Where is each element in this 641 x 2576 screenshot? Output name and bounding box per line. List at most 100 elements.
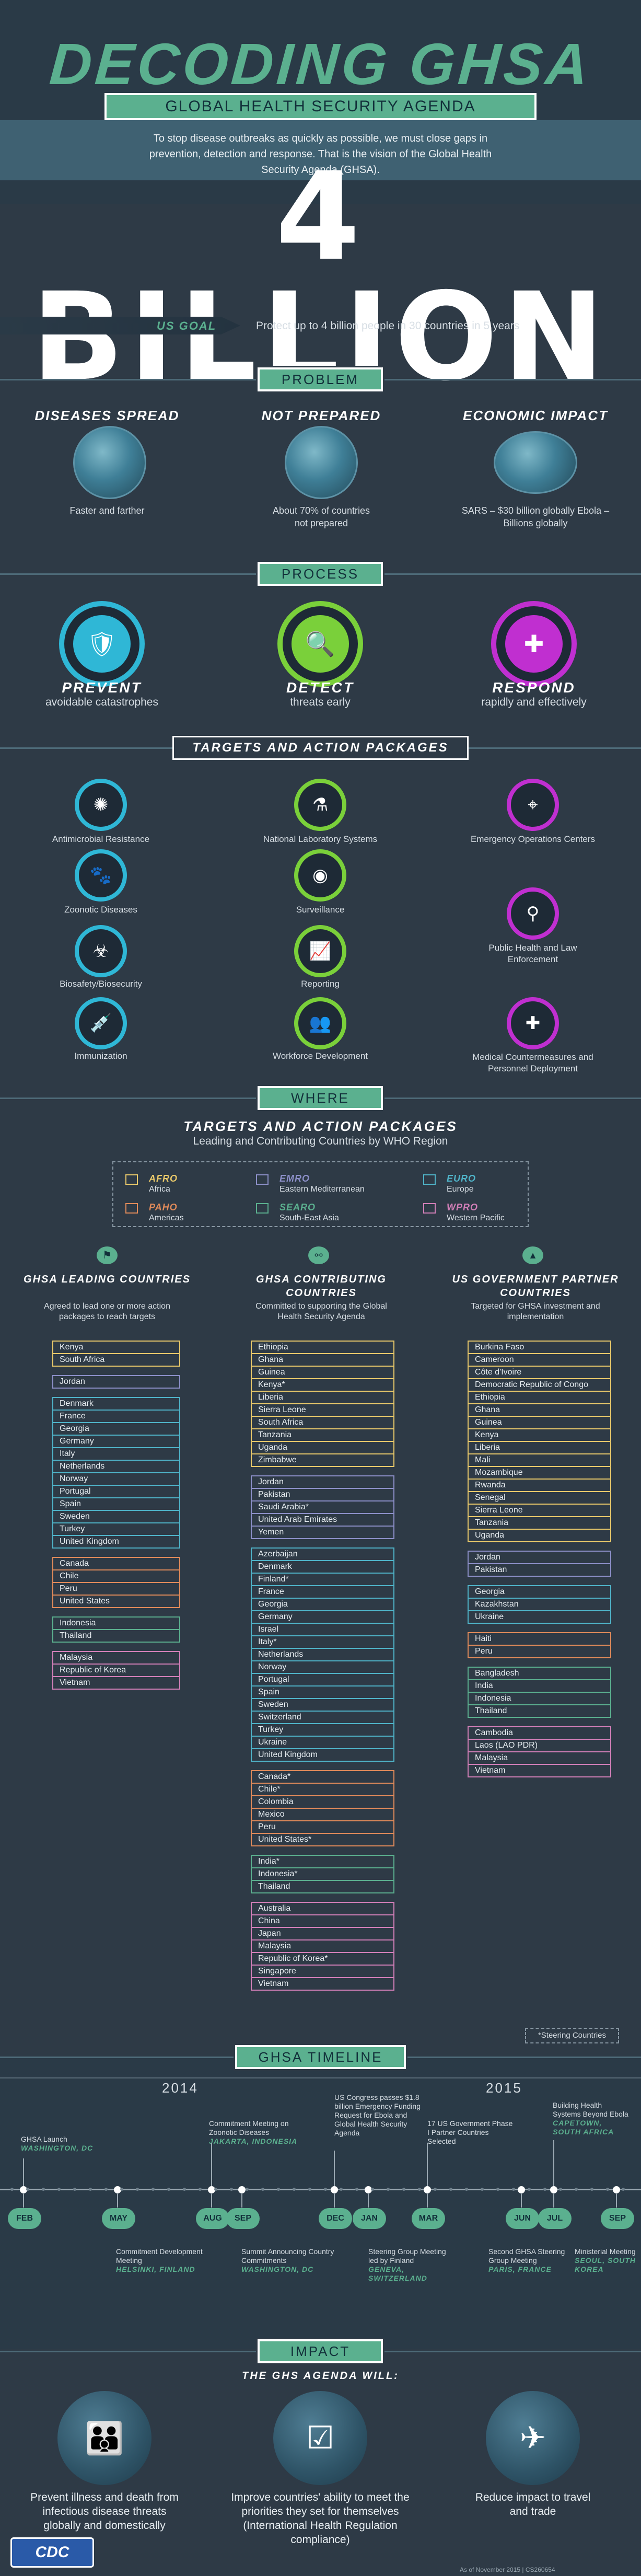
country-item: Kenya* xyxy=(252,1379,393,1392)
contributing-group: Canada* Chile* Colombia Mexico Peru United St… xyxy=(251,1770,394,1846)
country-item: United Kingdom xyxy=(60,1537,119,1546)
timeline-minor-dot xyxy=(261,2188,264,2191)
timeline-dot xyxy=(424,2186,431,2193)
where-heading: WHERE xyxy=(256,1084,384,1112)
syringe-icon: 💉 xyxy=(75,997,127,1049)
country-item: Indonesia xyxy=(53,1618,179,1630)
timeline-minor-dot xyxy=(387,2188,390,2191)
timeline-dot xyxy=(365,2186,372,2193)
timeline-tick xyxy=(521,2193,522,2208)
microscope-icon: ⚗ xyxy=(294,779,346,831)
country-item: Senegal xyxy=(469,1492,610,1505)
country-item: Guinea xyxy=(252,1367,393,1379)
country-item: United Arab Emirates xyxy=(252,1514,393,1527)
problem-text-1: Faster and farther xyxy=(69,505,145,516)
country-item: Netherlands xyxy=(252,1649,393,1661)
country-item: Vietnam xyxy=(258,1979,289,1988)
contributing-group: Azerbaijan Denmark Finland* France Georgia Ge… xyxy=(251,1547,394,1762)
event-location: SEOUL, SOUTH KOREA xyxy=(575,2256,636,2273)
timeline-tick xyxy=(23,2193,24,2208)
timeline-event-bottom: Commitment Development Meeting HELSINKI, … xyxy=(116,2247,215,2274)
country-item: Uganda xyxy=(252,1442,393,1454)
country-item: Finland* xyxy=(252,1574,393,1586)
timeline-minor-dot xyxy=(230,2188,233,2191)
problem-title-1: DISEASES SPREAD xyxy=(34,408,180,423)
timeline-event-top: US Congress passes $1.8 billion Emergenc… xyxy=(334,2093,423,2138)
event-location: PARIS, FRANCE xyxy=(488,2265,552,2273)
legend-swatch xyxy=(125,1174,138,1185)
event-connector xyxy=(23,2158,24,2186)
month-marker: AUG xyxy=(196,2208,229,2229)
month-marker: JAN xyxy=(353,2208,386,2229)
event-location: GENEVA, SWITZERLAND xyxy=(368,2265,427,2282)
leading-group: Jordan xyxy=(52,1375,180,1389)
timeline-event-top: Building Health Systems Beyond Ebola CAPE… xyxy=(553,2101,631,2136)
country-item: Italy* xyxy=(252,1636,393,1649)
timeline-minor-dot xyxy=(26,2188,29,2191)
country-item: Thailand xyxy=(475,1706,507,1715)
country-item: Chile* xyxy=(252,1784,393,1796)
chart-icon: 📈 xyxy=(294,925,346,977)
country-item: Italy xyxy=(53,1448,179,1461)
airplane-icon: ✈ xyxy=(486,2391,580,2485)
country-item: Sweden xyxy=(252,1699,393,1712)
country-item: Rwanda xyxy=(469,1480,610,1492)
target-label-1: Antimicrobial Resistance xyxy=(52,834,150,844)
legend-swatch xyxy=(423,1174,436,1185)
country-item: Peru xyxy=(475,1647,493,1656)
leading-group: Indonesia Thailand xyxy=(52,1616,180,1643)
country-item: Indonesia* xyxy=(252,1868,393,1881)
country-item: Sweden xyxy=(53,1511,179,1523)
timeline-minor-dot xyxy=(528,2188,531,2191)
country-item: Indonesia xyxy=(469,1693,610,1705)
country-item: Cambodia xyxy=(469,1727,610,1740)
target-label-11: Medical Countermeasures and Personnel De… xyxy=(472,1052,593,1073)
event-text: Steering Group Meeting led by Finland xyxy=(368,2247,446,2265)
country-item: Mexico xyxy=(252,1809,393,1821)
country-item: Liberia xyxy=(469,1442,610,1454)
country-item: Mozambique xyxy=(469,1467,610,1480)
footer-note: As of November 2015 | CS260654 xyxy=(460,2566,555,2573)
country-item: Pakistan xyxy=(475,1565,507,1574)
timeline-minor-dot xyxy=(324,2188,327,2191)
event-text: US Congress passes $1.8 billion Emergenc… xyxy=(334,2093,421,2137)
where-title: TARGETS AND ACTION PACKAGES xyxy=(183,1118,458,1134)
prevent-title: PREVENT xyxy=(62,679,142,696)
timeline-dot xyxy=(518,2186,525,2193)
timeline-minor-dot xyxy=(590,2188,593,2191)
contributing-text: Committed to supporting the Global Healt… xyxy=(255,1302,387,1321)
country-item: Uganda xyxy=(475,1531,505,1540)
legend-name: South-East Asia xyxy=(279,1214,339,1222)
detect-title: DETECT xyxy=(286,679,354,696)
problem-text-2: About 70% of countries not prepared xyxy=(272,505,370,528)
event-location: WASHINGTON, DC xyxy=(241,2265,314,2273)
timeline-event-bottom: Steering Group Meeting led by Finland GEN… xyxy=(368,2247,447,2283)
detect-circle: 🔍 xyxy=(277,601,363,687)
country-item: United States xyxy=(60,1597,110,1605)
country-item: Portugal xyxy=(53,1486,179,1498)
country-item: Ukraine xyxy=(252,1737,393,1749)
country-item: Vietnam xyxy=(60,1678,90,1687)
legend-swatch xyxy=(256,1174,269,1185)
timeline-background xyxy=(0,2057,641,2349)
partner-text: Targeted for GHSA investment and impleme… xyxy=(471,1302,600,1321)
month-marker: DEC xyxy=(319,2208,352,2229)
country-item: Portugal xyxy=(252,1674,393,1686)
event-location: HELSINKI, FINLAND xyxy=(116,2265,195,2273)
event-text: Building Health Systems Beyond Ebola xyxy=(553,2101,628,2118)
targets-heading: TARGETS AND ACTION PACKAGES xyxy=(172,736,469,760)
impact-text-2: Improve countries' ability to meet the p… xyxy=(231,2491,410,2546)
globe-arrows-icon xyxy=(73,426,146,499)
month-marker: JUL xyxy=(538,2208,572,2229)
country-item: Liberia xyxy=(252,1392,393,1404)
legend-name: Western Pacific xyxy=(447,1214,505,1222)
country-item: Singapore xyxy=(252,1966,393,1978)
people-group-icon: 👪 xyxy=(57,2391,151,2485)
timeline-minor-dot xyxy=(340,2188,343,2191)
legend-code: SEARO xyxy=(279,1202,316,1212)
timeline-minor-dot xyxy=(496,2188,499,2191)
timeline-tick xyxy=(427,2193,428,2208)
biohazard-icon: ☣ xyxy=(75,925,127,977)
target-label-7: Biosafety/Biosecurity xyxy=(60,979,142,989)
country-item: Kenya xyxy=(469,1429,610,1442)
